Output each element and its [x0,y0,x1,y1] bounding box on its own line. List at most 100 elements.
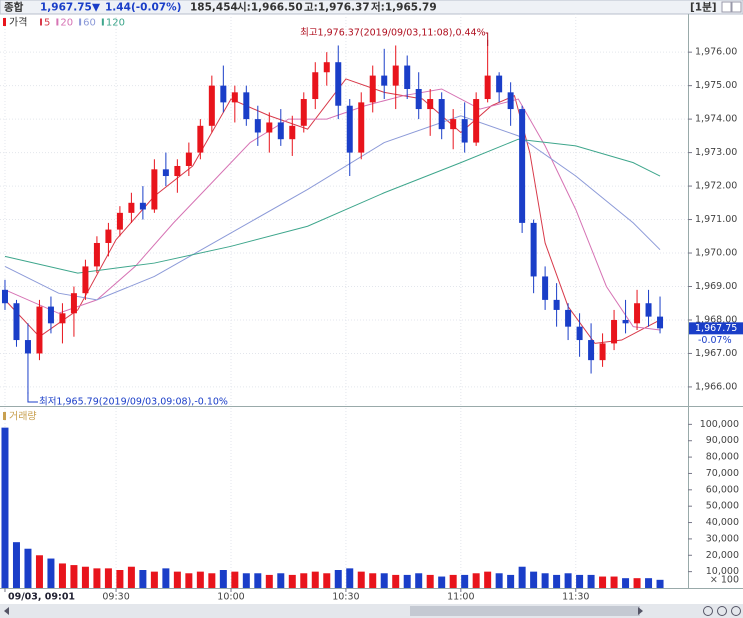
y-tick-label: 1,972.00 [695,181,737,192]
volume-bar [288,574,296,588]
candle-body [254,119,261,133]
scroll-thumb[interactable] [410,606,640,616]
y-tick-label: 90,000 [706,435,739,446]
legend-label: 120 [106,18,125,29]
volume-bar [530,571,538,588]
volume-bar [645,578,653,588]
volume-bar [81,566,89,588]
x-tick-label: 09/03, 09:01 [8,592,75,603]
volume-bar [553,574,561,588]
candle-body [335,62,342,106]
market: 종합 [4,1,24,14]
candle-body [438,99,445,130]
change-pct: (-0.07%) [131,2,181,14]
candle-body [496,75,503,93]
y-tick-label: 60,000 [706,484,739,495]
legend-swatch [3,18,6,26]
zoom-button[interactable] [731,606,741,616]
candle-body [565,309,572,327]
legend-swatch [79,18,82,26]
candle-body [162,169,169,177]
candle-body [588,340,595,361]
candle-body [634,303,641,324]
candle-body [404,65,411,89]
legend-swatch [40,18,42,26]
volume-bar [346,568,354,588]
x-tick-label: 11:30 [562,592,589,603]
candle-body [622,319,629,324]
candle-body [381,75,388,86]
x-tick-label: 09:30 [102,592,129,603]
candle-body [611,319,618,344]
candle-body [392,65,399,86]
candle-body [415,88,422,110]
candle-body [369,75,376,103]
button[interactable] [731,1,742,13]
candle-body [277,122,284,140]
zoom-button[interactable] [717,606,727,616]
volume-bar [334,570,342,588]
volume-bar [254,573,262,588]
candle-body [93,242,100,267]
candle-body [473,99,480,143]
y-tick-label: 1,971.00 [695,214,737,225]
volume-bar [633,578,641,588]
candle-body [197,125,204,153]
volume-bar [219,570,227,588]
y-tick-label: 70,000 [706,468,739,479]
interval[interactable]: [1분] [690,1,717,14]
volume-bar [162,568,170,588]
zoom-button[interactable] [703,606,713,616]
candle-body [220,85,227,103]
volume-bar [208,573,216,588]
y-tick-label: 20,000 [706,550,739,561]
legend-swatch [3,412,6,420]
y-tick-label: 10,000 [706,566,739,577]
candle-body [519,109,526,223]
volume-bar [1,427,9,588]
volume: 185,454 [190,2,238,14]
volume-bar [610,576,618,588]
x-tick-label: 10:30 [332,592,359,603]
candle-body [208,85,215,126]
volume-bar [576,574,584,588]
button[interactable] [721,1,732,13]
candle-body [599,343,606,361]
candle-body [174,165,181,177]
y-tick-label: 1,968.00 [695,314,737,325]
volume-bar [438,576,446,588]
candle-body [59,313,66,324]
y-tick-label: 30,000 [706,533,739,544]
candle-body [289,125,296,140]
candle-body [576,326,583,341]
y-tick-label: 1,966.00 [695,381,737,392]
x-tick-label: 11:00 [447,592,474,603]
legend-swatch [101,18,104,26]
candle-body [243,92,250,120]
legend-swatch [56,18,59,26]
y-tick-label: 1,969.00 [695,281,737,292]
candle-body [530,222,537,277]
candle-body [36,306,43,354]
candle-body [461,119,468,143]
axis-group: 1,966.00 1,967.00 1,968.00 1,969.00 1,970.00… [8,47,739,603]
candle-body [185,152,192,166]
candle-body [116,212,123,230]
unit-label: × 100 [710,575,739,586]
volume-bar [403,574,411,588]
candle-body [13,303,20,341]
arrow: ▼ [92,2,101,14]
candle-body [266,122,273,133]
high: 고:1,976.37 [304,2,370,14]
candle-body [82,266,89,294]
volume-bar [392,574,400,588]
price: 1,967.75 [40,2,92,14]
candle-body [484,75,491,100]
annotation-arrow [27,392,38,403]
volume-bar [507,574,515,588]
candle-body [450,119,457,130]
volume-bar [47,558,55,588]
candle-body [358,102,365,153]
candle-body [70,293,77,314]
y-tick-label: 1,970.00 [695,248,737,259]
